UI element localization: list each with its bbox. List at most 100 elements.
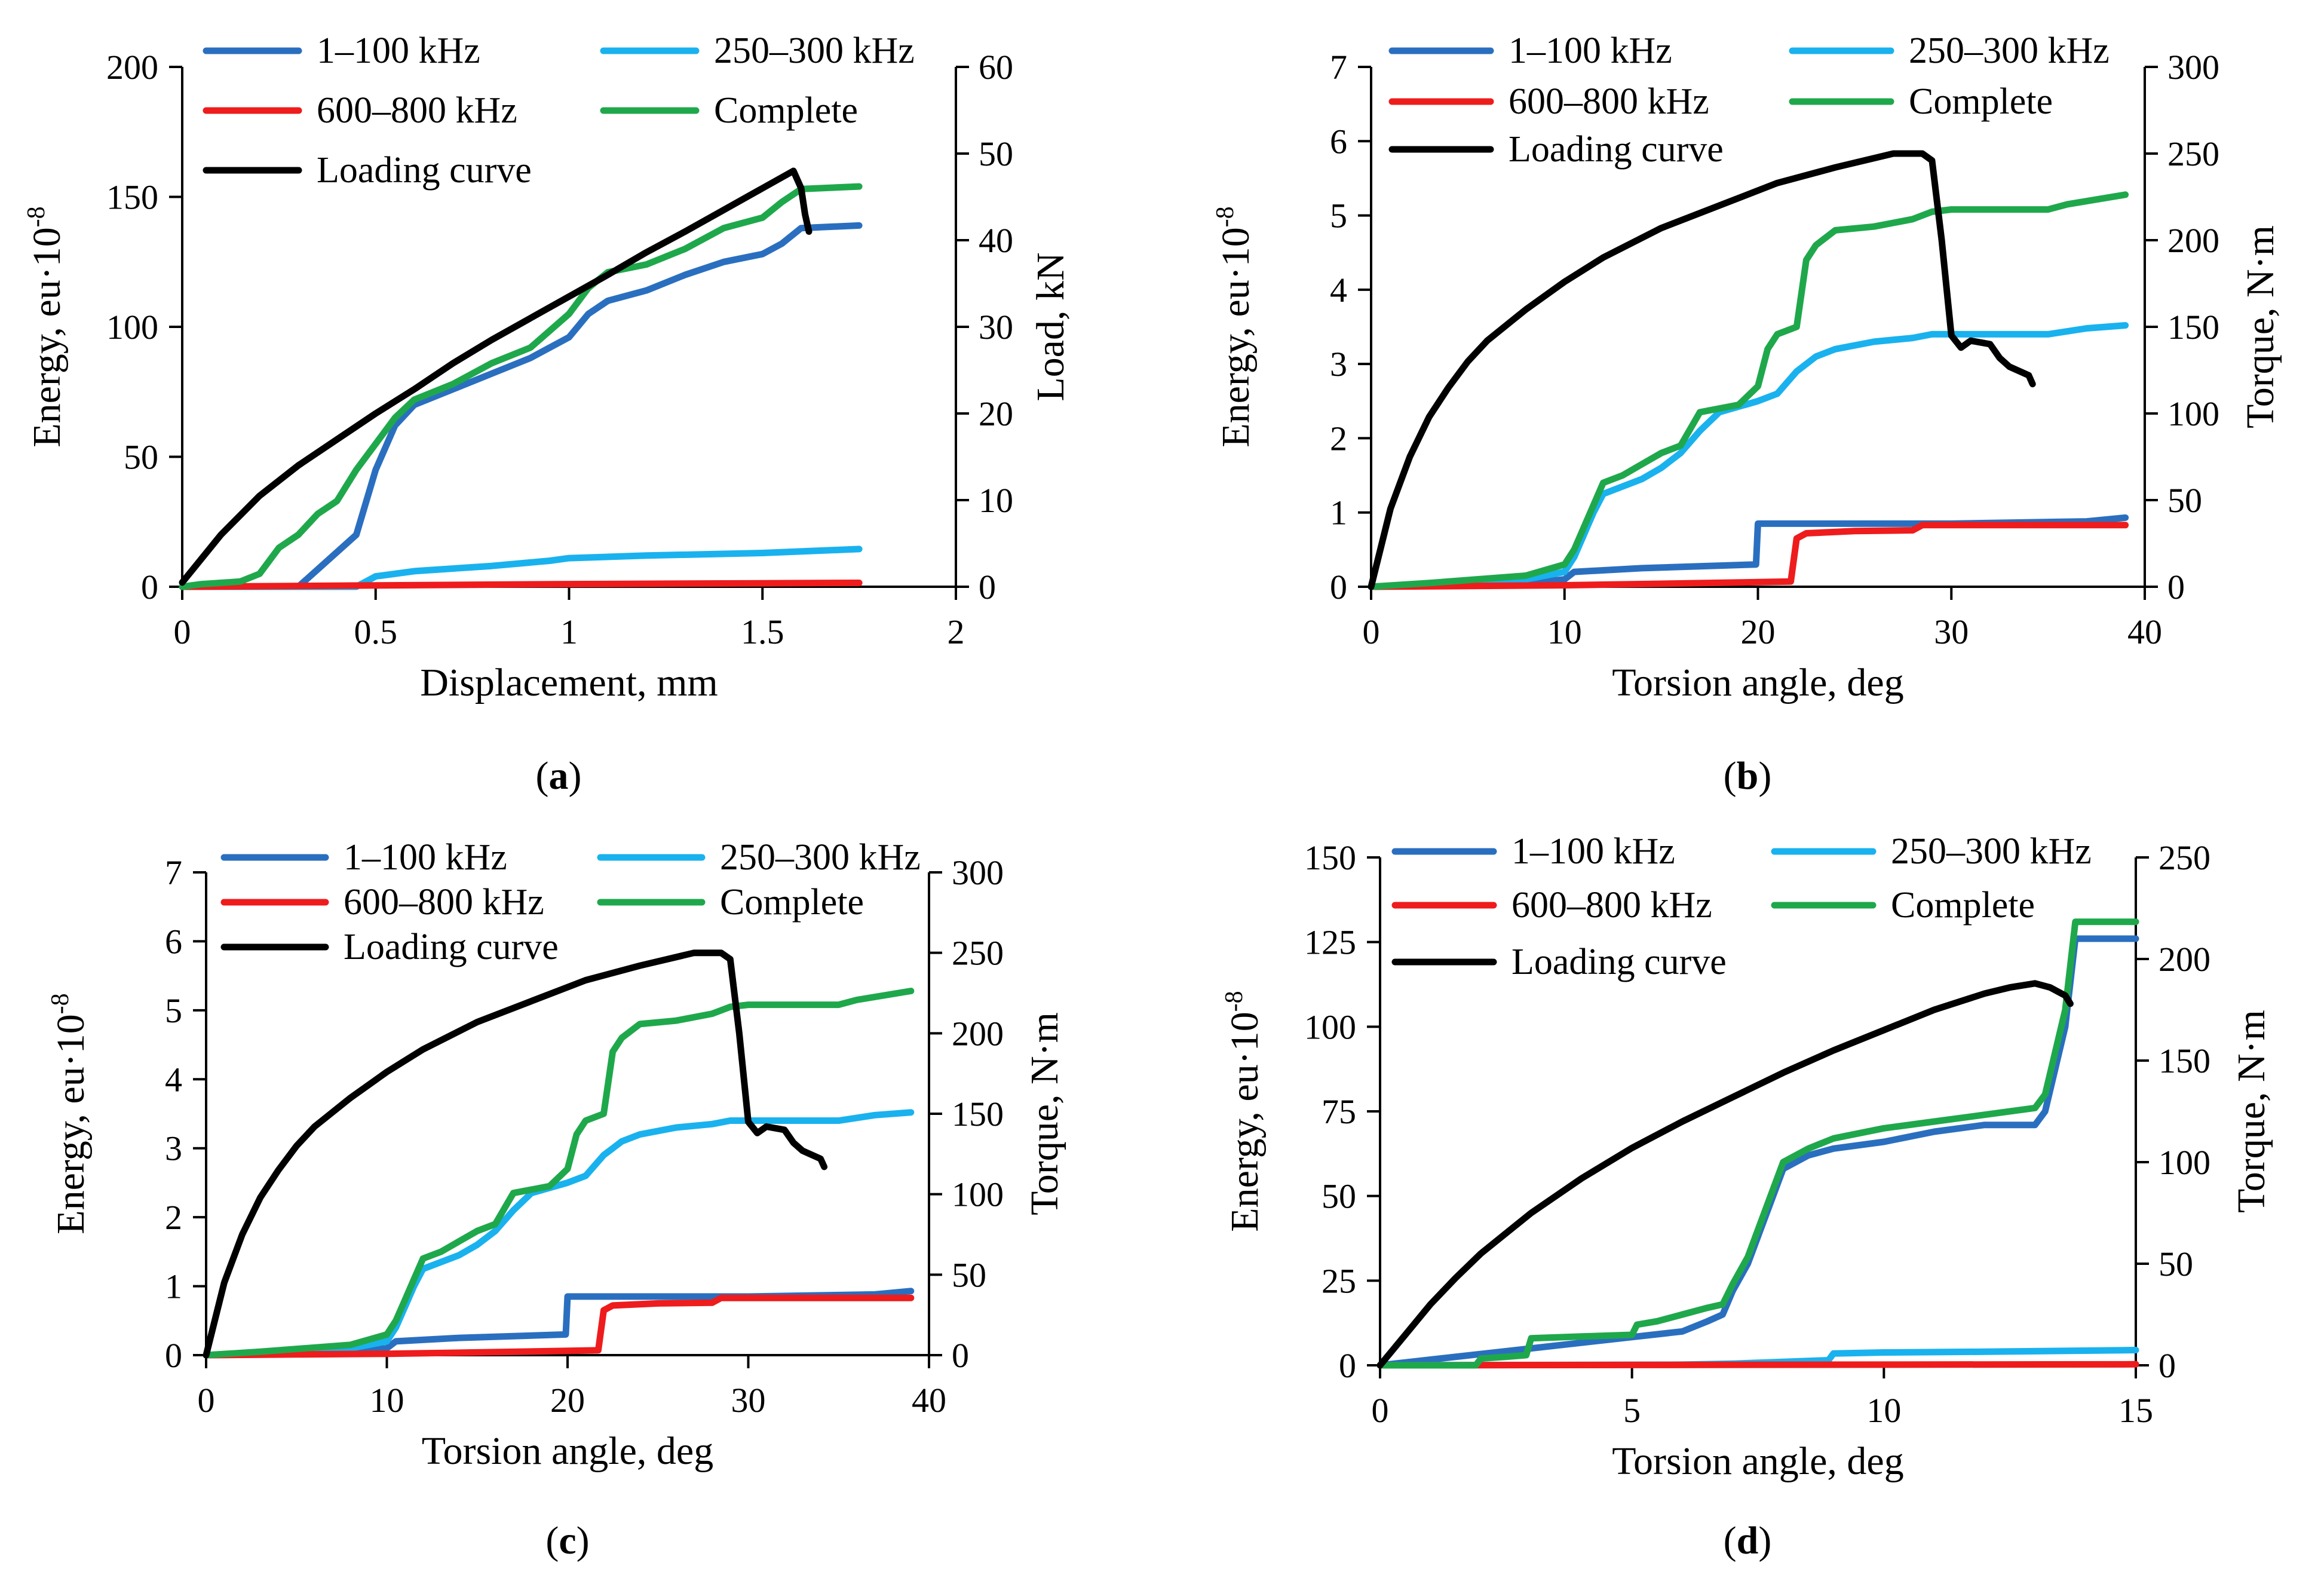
panel-d-y2-tick-label: 200 xyxy=(2159,940,2210,979)
panel-b-y2-tick-label: 300 xyxy=(2167,48,2219,87)
panel-b-y-tick-label: 5 xyxy=(1330,197,1347,235)
panel-b-x-tick-label: 0 xyxy=(1363,612,1380,651)
panel-c-x-tick-label: 10 xyxy=(370,1381,404,1420)
panel-d-x-axis-label: Torsion angle, deg xyxy=(1612,1439,1903,1483)
panel-c-y-axis-label: Energy, eu·10-8 xyxy=(47,993,93,1234)
panel-d-x-tick-label: 15 xyxy=(2118,1391,2153,1430)
panel-c-y-tick-label: 1 xyxy=(165,1267,182,1306)
panel-b-y2-tick-label: 0 xyxy=(2167,568,2185,606)
panel-c-y2-tick-label: 300 xyxy=(952,853,1004,892)
panel-b-y2-tick-label: 250 xyxy=(2167,134,2219,173)
panel-a-caption: (a) xyxy=(536,754,582,798)
panel-a-y2-tick-label: 30 xyxy=(979,308,1013,347)
panel-a-y-tick-label: 100 xyxy=(106,308,158,347)
panel-b-y-tick-label: 7 xyxy=(1330,48,1347,87)
panel-c-legend-label-complete: Complete xyxy=(720,882,864,923)
panel-c-y-axis-label-text: Energy, eu·10 xyxy=(49,1014,93,1234)
panel-b-x-tick-label: 10 xyxy=(1547,612,1582,651)
panel-b-y-tick-label: 0 xyxy=(1330,568,1347,606)
panel-a-legend-label-band-1-100: 1–100 kHz xyxy=(317,30,480,71)
panel-c-y-tick-label: 6 xyxy=(165,922,182,961)
panel-c-legend-label-loading-curve: Loading curve xyxy=(344,927,559,967)
panel-a-y-axis-label-exponent: -8 xyxy=(23,206,50,227)
panel-d-legend-label-loading-curve: Loading curve xyxy=(1511,942,1727,982)
panel-a-y2-tick-label: 0 xyxy=(979,568,996,606)
panel-a-x-axis-label: Displacement, mm xyxy=(420,661,718,704)
panel-d-legend: 1–100 kHz 250–300 kHz 600–800 kHz Complete L… xyxy=(1391,831,2092,982)
panel-a-legend-label-band-250-300: 250–300 kHz xyxy=(714,30,915,71)
panel-a-x-tick-label: 2 xyxy=(948,612,965,651)
panel-c-legend: 1–100 kHz 250–300 kHz 600–800 kHz Complete L… xyxy=(220,837,921,967)
panel-b-legend: 1–100 kHz 250–300 kHz 600–800 kHz Complete L… xyxy=(1388,30,2110,170)
panel-b-y-tick-label: 3 xyxy=(1330,345,1347,384)
panel-b-legend-label-loading-curve: Loading curve xyxy=(1509,129,1724,170)
panel-b-y-axis-label-exponent: -8 xyxy=(1212,206,1239,227)
panel-b-legend-label-band-600-800: 600–800 kHz xyxy=(1509,81,1709,122)
panel-a-series-loading-curve xyxy=(179,167,813,586)
panel-b: 0 10 20 30 4001234567050100150200250300Torsi… xyxy=(1212,30,2282,798)
panel-d-y-tick-label: 150 xyxy=(1304,838,1356,877)
panel-a-y2-tick-label: 40 xyxy=(979,221,1013,260)
panel-d-y2-tick-label: 150 xyxy=(2159,1041,2210,1080)
panel-c-y-tick-label: 3 xyxy=(165,1129,182,1168)
panel-d-y2-axis-label: Torque, N·m xyxy=(2230,1010,2273,1213)
panel-c-y-tick-label: 4 xyxy=(165,1060,182,1099)
panel-b-y-tick-label: 2 xyxy=(1330,419,1347,458)
panel-c-y2-tick-label: 200 xyxy=(952,1014,1004,1053)
panel-c-y2-tick-label: 0 xyxy=(952,1336,969,1375)
panel-b-y-tick-label: 6 xyxy=(1330,122,1347,161)
panel-d-y-axis-label-exponent: -8 xyxy=(1221,991,1248,1012)
panel-b-legend-label-band-250-300: 250–300 kHz xyxy=(1909,30,2110,71)
panel-b-x-axis-label: Torsion angle, deg xyxy=(1612,661,1903,704)
panel-a-x-tick-label: 1 xyxy=(560,612,578,651)
panel-d-x-tick-label: 10 xyxy=(1866,1391,1901,1430)
panel-d-series-loading-curve xyxy=(1376,980,2074,1369)
panel-d: 0 5 10 150255075100125150050100150200250Tor… xyxy=(1221,831,2273,1562)
panel-c-x-tick-label: 30 xyxy=(731,1381,766,1420)
panel-b-legend-label-band-1-100: 1–100 kHz xyxy=(1509,30,1672,71)
panel-a-legend-label-loading-curve: Loading curve xyxy=(317,150,532,191)
panel-a-legend: 1–100 kHz 250–300 kHz 600–800 kHz Complete L… xyxy=(203,30,915,191)
panel-d-y2-tick-label: 0 xyxy=(2159,1346,2176,1385)
panel-d-y-axis-label-text: Energy, eu·10 xyxy=(1223,1012,1267,1231)
panel-a-series-band-250-300 xyxy=(179,546,863,590)
panel-a-series-complete xyxy=(179,183,863,590)
panel-d-y-tick-label: 0 xyxy=(1339,1346,1356,1385)
panel-a-x-tick-label: 1.5 xyxy=(741,612,784,651)
panel-d-x-tick-label: 0 xyxy=(1372,1391,1389,1430)
panel-a-y-tick-label: 0 xyxy=(141,568,158,606)
panel-c-x-tick-label: 20 xyxy=(550,1381,585,1420)
panel-c-y2-tick-label: 250 xyxy=(952,934,1004,973)
panel-a-y2-axis-label: Load, kN xyxy=(1029,252,1072,401)
panel-b-y2-tick-label: 100 xyxy=(2167,394,2219,433)
panel-b-y-tick-label: 4 xyxy=(1330,271,1347,310)
panel-d-legend-label-band-250-300: 250–300 kHz xyxy=(1891,831,2092,872)
panel-c-legend-label-band-600-800: 600–800 kHz xyxy=(344,882,544,923)
panel-a-series-band-600-800 xyxy=(179,580,863,590)
panel-d-y-tick-label: 100 xyxy=(1304,1007,1356,1046)
panel-a-y-tick-label: 200 xyxy=(106,48,158,87)
panel-b-y2-tick-label: 200 xyxy=(2167,221,2219,260)
panel-b-y2-axis-label: Torque, N·m xyxy=(2239,225,2282,428)
panel-d-legend-label-band-1-100: 1–100 kHz xyxy=(1511,831,1675,872)
panel-c-series-complete xyxy=(203,988,915,1359)
panel-d-caption-letter: d xyxy=(1737,1519,1759,1562)
panel-a-legend-label-complete: Complete xyxy=(714,90,858,131)
panel-a-y-tick-label: 50 xyxy=(124,438,158,477)
panel-a-y-tick-label: 150 xyxy=(106,178,158,217)
panel-c-legend-label-band-250-300: 250–300 kHz xyxy=(720,837,921,878)
panel-b-x-tick-label: 30 xyxy=(1934,612,1969,651)
panel-d-caption: (d) xyxy=(1724,1519,1772,1562)
panel-c-caption: (c) xyxy=(545,1519,589,1562)
panel-a-y-axis-label-text: Energy, eu·10 xyxy=(25,227,69,447)
panel-a-y2-tick-label: 10 xyxy=(979,481,1013,520)
panel-d-y-axis-label: Energy, eu·10-8 xyxy=(1221,991,1267,1231)
panel-a-caption-letter: a xyxy=(549,754,569,798)
panel-a: 0 0.5 1 1.5 20501001502000102030405060Displa… xyxy=(23,30,1072,798)
panel-c-y-axis-label-exponent: -8 xyxy=(47,993,74,1014)
panel-c-x-tick-label: 40 xyxy=(912,1381,946,1420)
panel-a-x-tick-label: 0.5 xyxy=(354,612,398,651)
panel-c-y-tick-label: 2 xyxy=(165,1198,182,1237)
panel-c-y-tick-label: 5 xyxy=(165,991,182,1030)
